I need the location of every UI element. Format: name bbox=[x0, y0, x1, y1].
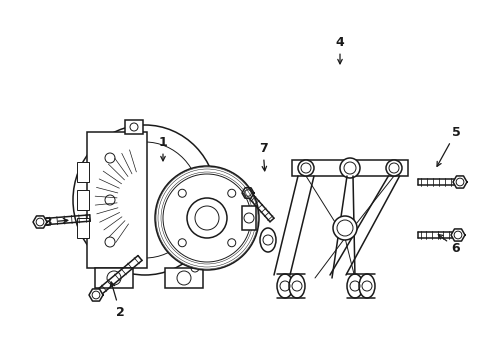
Circle shape bbox=[332, 216, 356, 240]
Circle shape bbox=[339, 158, 359, 178]
Bar bbox=[77, 162, 89, 182]
Ellipse shape bbox=[346, 274, 362, 298]
Ellipse shape bbox=[358, 274, 374, 298]
Circle shape bbox=[297, 160, 313, 176]
Ellipse shape bbox=[90, 142, 200, 258]
Ellipse shape bbox=[276, 274, 292, 298]
Circle shape bbox=[385, 160, 401, 176]
Bar bbox=[87, 132, 147, 268]
Bar bbox=[77, 218, 89, 238]
Text: 2: 2 bbox=[110, 282, 124, 319]
Text: 3: 3 bbox=[43, 216, 68, 229]
Bar bbox=[164, 268, 203, 288]
Text: 7: 7 bbox=[258, 141, 267, 171]
Ellipse shape bbox=[73, 125, 217, 275]
Bar bbox=[291, 160, 407, 176]
Circle shape bbox=[155, 166, 259, 270]
Bar bbox=[125, 120, 142, 134]
Bar bbox=[95, 268, 133, 288]
Ellipse shape bbox=[260, 228, 275, 252]
Bar bbox=[242, 206, 256, 230]
Circle shape bbox=[186, 198, 226, 238]
Bar bbox=[77, 190, 89, 210]
Text: 6: 6 bbox=[437, 234, 459, 255]
Text: 1: 1 bbox=[158, 135, 167, 161]
Text: 4: 4 bbox=[335, 36, 344, 64]
Ellipse shape bbox=[288, 274, 305, 298]
Text: 5: 5 bbox=[436, 126, 459, 166]
